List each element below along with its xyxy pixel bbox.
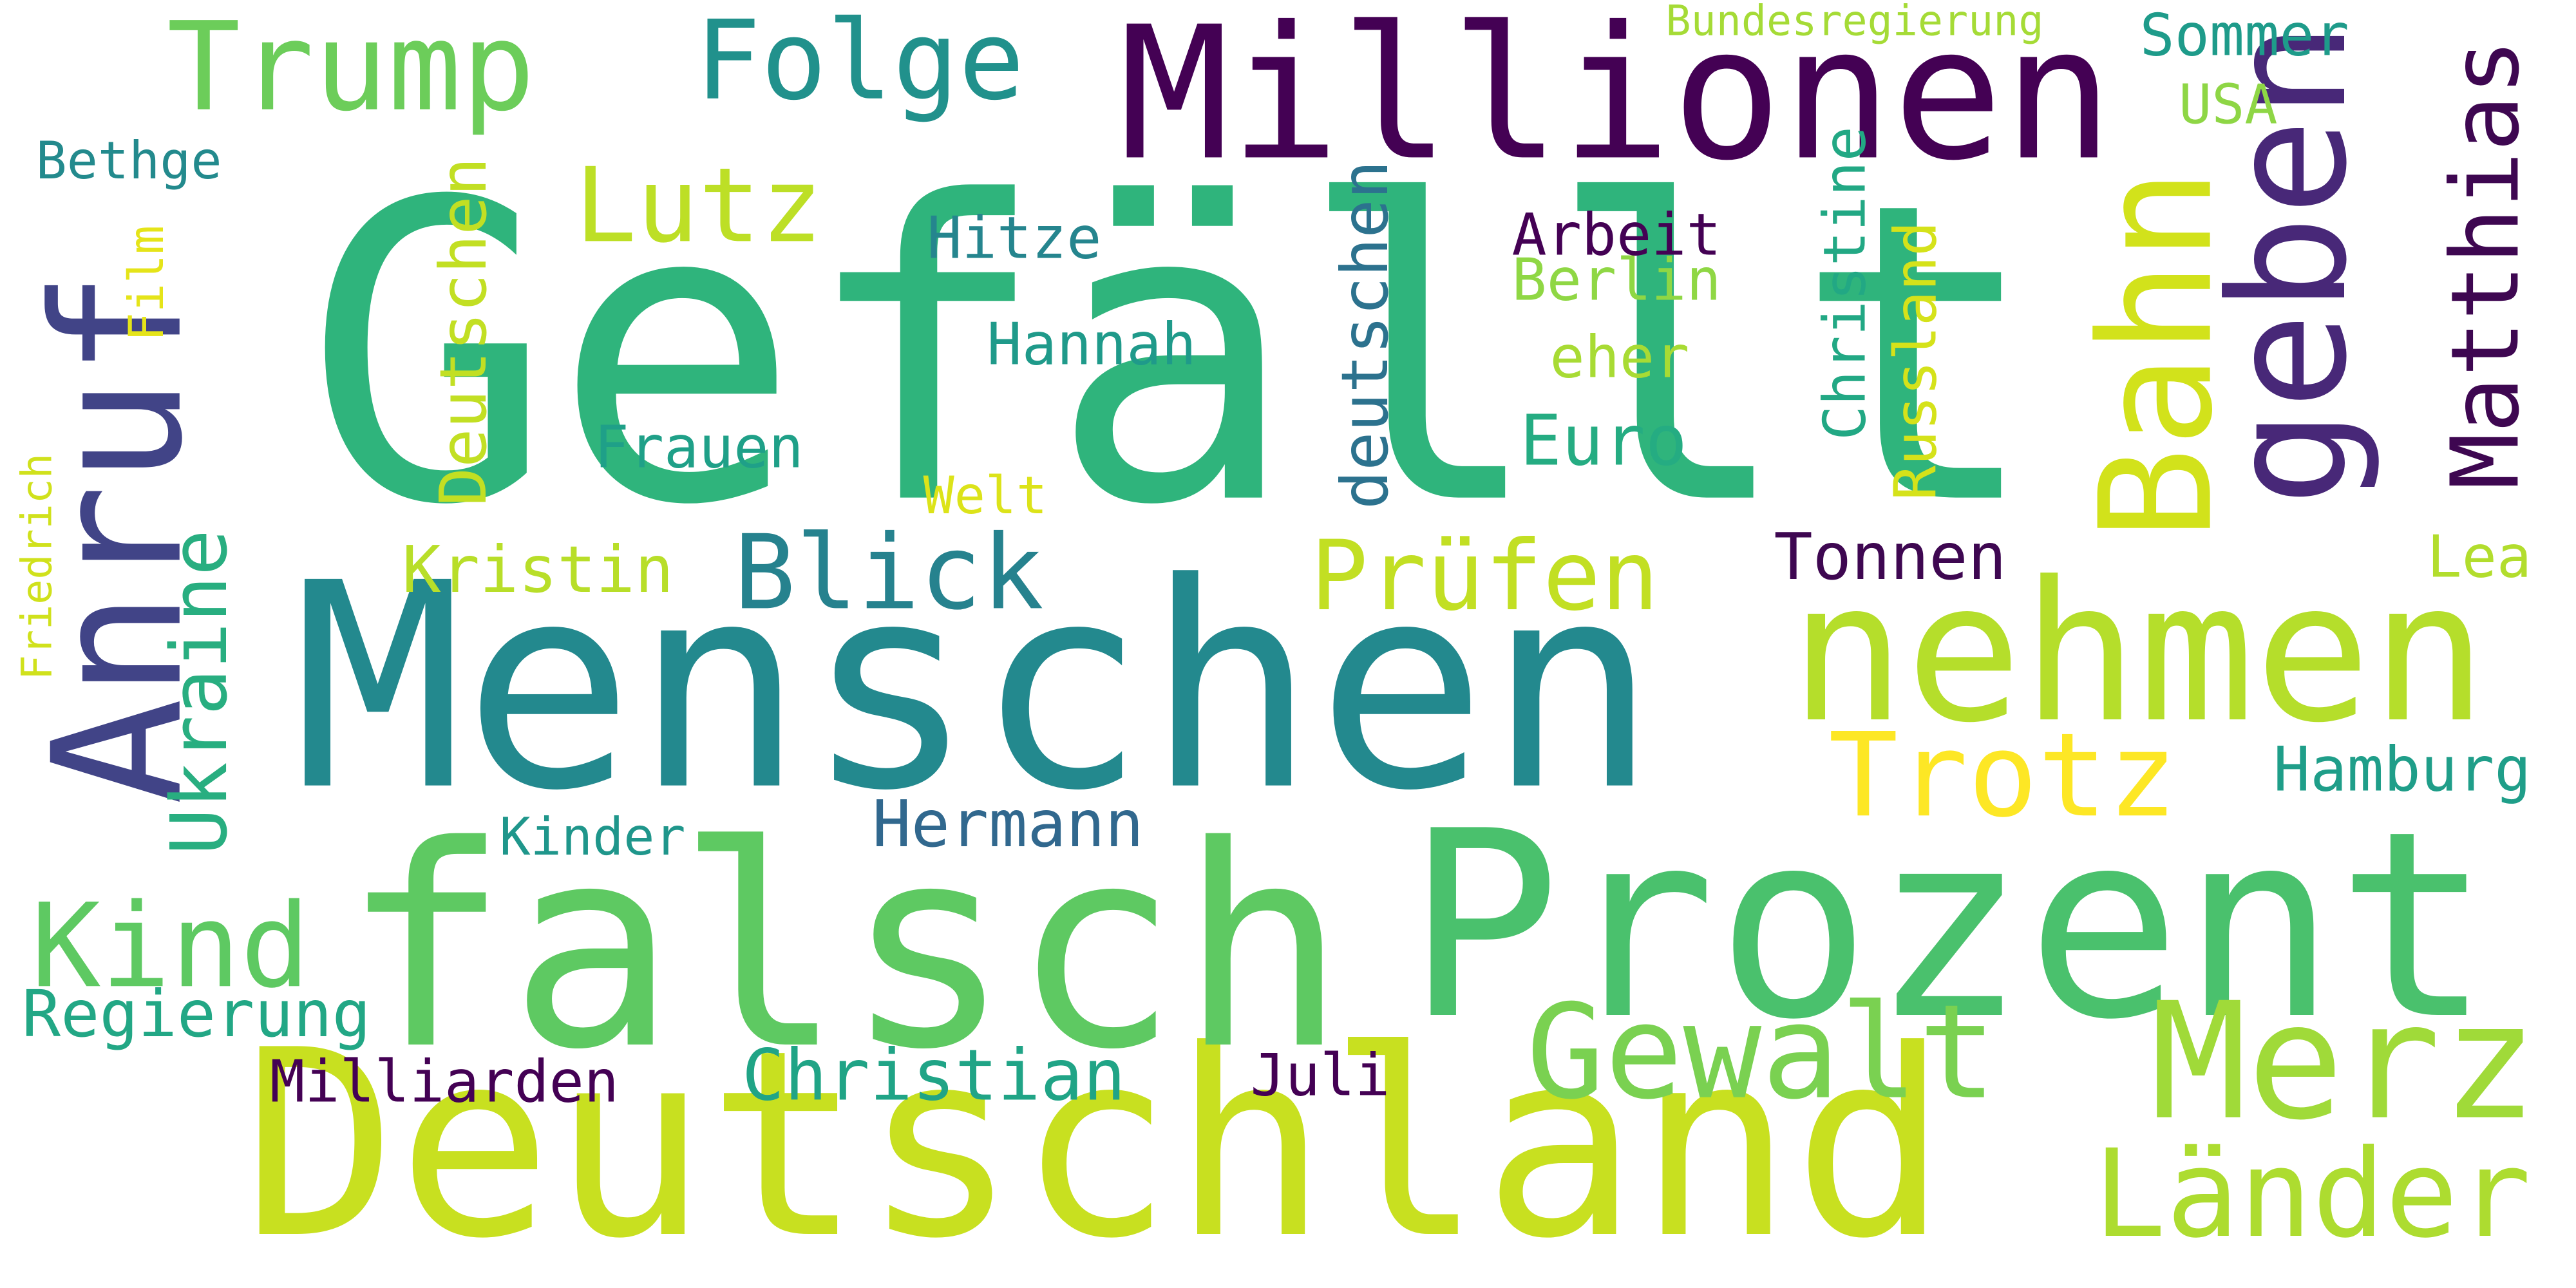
word: Film xyxy=(118,225,175,342)
word: Trump xyxy=(167,0,536,139)
word: Länder xyxy=(2093,1122,2532,1265)
word: Folge xyxy=(695,0,1025,125)
word: Kristin xyxy=(402,532,674,607)
word: Deutschen xyxy=(426,157,501,506)
word: Gefällt xyxy=(304,114,2041,597)
word: Matthias xyxy=(2430,39,2541,489)
word: Ukraine xyxy=(154,529,245,855)
word: Juli xyxy=(1250,1041,1390,1110)
word: Millionen xyxy=(1119,0,2114,202)
word: Prozent xyxy=(1406,775,2492,1077)
word: Christine xyxy=(1810,126,1879,440)
word: Kinder xyxy=(499,806,686,867)
word: deutschen xyxy=(1327,160,1403,509)
word: Sommer xyxy=(2139,1,2349,70)
word: Euro xyxy=(1520,400,1687,482)
word: Welt xyxy=(923,465,1048,526)
word: Hermann xyxy=(872,786,1144,862)
word: Berlin xyxy=(1511,245,1721,314)
word: nehmen xyxy=(1789,540,2488,766)
word: Tonnen xyxy=(1774,519,2007,594)
word: Blick xyxy=(734,512,1044,633)
word: Lea xyxy=(2427,522,2532,591)
word: Regierung xyxy=(22,976,371,1052)
word: Friedrich xyxy=(12,453,62,681)
word: Trotz xyxy=(1828,707,2177,844)
word: Arbeit xyxy=(1511,200,1721,269)
word: Hannah xyxy=(987,310,1197,379)
word: USA xyxy=(2179,72,2278,137)
word: Bundesregierung xyxy=(1665,0,2044,46)
word: Gewalt xyxy=(1526,976,1997,1129)
word: Kind xyxy=(31,878,310,1014)
word: Russland xyxy=(1881,221,1950,500)
word: Lutz xyxy=(574,145,823,266)
word: Prüfen xyxy=(1310,519,1660,632)
word: Deutschland xyxy=(242,994,1949,1288)
word: Milliarden xyxy=(270,1047,619,1116)
word: Menschen xyxy=(292,522,1658,854)
word: Merz xyxy=(2150,967,2538,1156)
word: Bahn xyxy=(2066,168,2248,541)
word: Christian xyxy=(741,1034,1126,1117)
word: Bethge xyxy=(35,130,222,191)
word: falsch xyxy=(341,786,1347,1112)
word: eher xyxy=(1549,323,1690,392)
word: Hamburg xyxy=(2273,733,2532,806)
word: Frauen xyxy=(594,413,804,482)
word: Hitze xyxy=(927,204,1102,272)
